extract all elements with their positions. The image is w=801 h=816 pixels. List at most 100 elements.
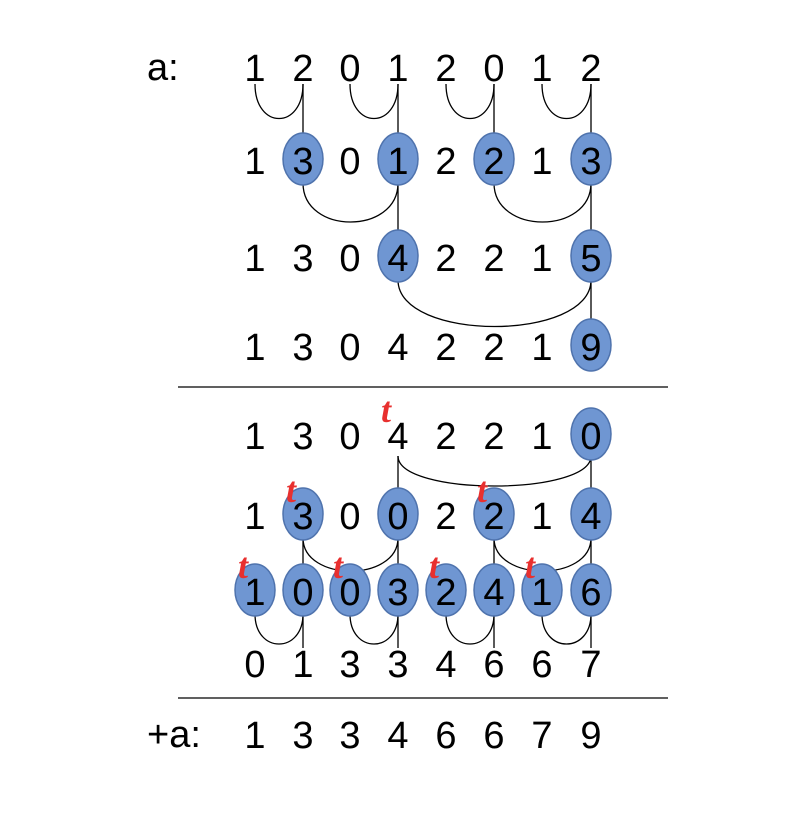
down-row-3-digit-5: 4 (483, 572, 504, 614)
down-row-3-digit-7: 6 (580, 572, 601, 614)
down-row-2-highlight-3 (377, 487, 419, 541)
up-arc-level1-0 (254, 83, 304, 120)
down-row-1-digit-0: 1 (244, 416, 265, 458)
up-row-4-digit-0: 1 (244, 327, 265, 369)
up-row-2-digit-2: 0 (339, 141, 360, 183)
down-row-3-highlight-4 (425, 563, 467, 617)
down-row-2-highlight-7 (570, 487, 612, 541)
up-row-2-highlight-3 (377, 132, 419, 186)
down-row-2-highlight-1 (282, 487, 324, 541)
up-row-4-digit-2: 0 (339, 327, 360, 369)
down-row-1-digit-2: 0 (339, 416, 360, 458)
down-row-3-highlight-2 (329, 563, 371, 617)
down-row-2-digit-2: 0 (339, 496, 360, 538)
up-row-3-digit-1: 3 (292, 238, 313, 280)
down-row-1-digit-6: 1 (531, 416, 552, 458)
down-row-3-t-marker-4: t (429, 546, 440, 586)
down-row-3-digit-0: 1 (244, 572, 265, 614)
up-row-1-digit-3: 1 (387, 48, 408, 90)
down-row-3-digit-1: 0 (292, 572, 313, 614)
up-row-2-highlight-5 (473, 132, 515, 186)
up-arc-level2-0 (302, 182, 399, 223)
up-row-2-digit-6: 1 (531, 141, 552, 183)
up-row-1-digit-4: 2 (435, 48, 456, 90)
down-row-4-digit-2: 3 (339, 644, 360, 686)
up-row-3-highlight-7 (570, 229, 612, 283)
down-row-4-digit-1: 1 (292, 644, 313, 686)
down-row-1-digit-1: 3 (292, 416, 313, 458)
down-row-3-digit-2: 0 (339, 572, 360, 614)
down-row-3-t-marker-6: t (525, 546, 536, 586)
down-arc-level3-1 (349, 613, 399, 645)
up-row-3-digit-7: 5 (580, 238, 601, 280)
result-row-digit-5: 6 (483, 715, 504, 757)
up-row-3-digit-0: 1 (244, 238, 265, 280)
down-row-3-highlight-7 (570, 563, 612, 617)
down-row-3-t-marker-0: t (238, 546, 249, 586)
down-row-4-digit-6: 6 (531, 644, 552, 686)
up-arc-level1-2 (445, 83, 495, 120)
down-row-1-t-marker-3: t (381, 390, 392, 430)
up-row-4-digit-6: 1 (531, 327, 552, 369)
result-row-digit-4: 6 (435, 715, 456, 757)
up-row-4-digit-1: 3 (292, 327, 313, 369)
highlight-layer (234, 132, 612, 617)
up-row-2-highlight-1 (282, 132, 324, 186)
down-row-4-digit-3: 3 (387, 644, 408, 686)
down-row-2-digit-0: 1 (244, 496, 265, 538)
down-row-3-highlight-0 (234, 563, 276, 617)
down-row-2-highlight-5 (473, 487, 515, 541)
down-row-2-digit-1: 3 (292, 496, 313, 538)
up-row-1-digit-1: 2 (292, 48, 313, 90)
result-row-digit-0: 1 (244, 715, 265, 757)
result-row-digit-3: 4 (387, 715, 408, 757)
down-row-2-digit-3: 0 (387, 496, 408, 538)
down-row-3-highlight-5 (473, 563, 515, 617)
down-row-2-digit-7: 4 (580, 496, 601, 538)
up-row-4-digit-5: 2 (483, 327, 504, 369)
result-row-digit-1: 3 (292, 715, 313, 757)
up-arc-level1-1 (349, 83, 399, 120)
up-row-1-digit-7: 2 (580, 48, 601, 90)
up-row-2-highlight-7 (570, 132, 612, 186)
down-row-3-highlight-3 (377, 563, 419, 617)
down-row-3-digit-3: 3 (387, 572, 408, 614)
down-row-4-digit-0: 0 (244, 644, 265, 686)
up-row-1-digit-6: 1 (531, 48, 552, 90)
down-row-3-digit-6: 1 (531, 572, 552, 614)
down-row-1-digit-4: 2 (435, 416, 456, 458)
down-row-4-digit-4: 4 (435, 644, 456, 686)
up-row-1-digit-0: 1 (244, 48, 265, 90)
down-row-3-t-marker-2: t (333, 546, 344, 586)
down-row-4-digit-7: 7 (580, 644, 601, 686)
down-row-2-digit-5: 2 (483, 496, 504, 538)
up-arc-level3-0 (397, 279, 592, 328)
up-arc-level2-1 (493, 182, 592, 223)
up-row-2-digit-1: 3 (292, 141, 313, 183)
up-row-4-digit-7: 9 (580, 327, 601, 369)
up-row-1-digit-2: 0 (339, 48, 360, 90)
up-row-4-digit-3: 4 (387, 327, 408, 369)
up-row-2-digit-5: 2 (483, 141, 504, 183)
digit-layer: 1 2 0 1 2 0 1 21 3 0 1 2 2 1 31 3 0 4 2 2 1 51 3 0 4 2 2 1 91 3 0 4 2 2 1 0… (238, 48, 602, 757)
up-row-1-digit-5: 0 (483, 48, 504, 90)
up-row-3-digit-2: 0 (339, 238, 360, 280)
up-row-4-digit-4: 2 (435, 327, 456, 369)
input-label: a: (147, 47, 179, 89)
result-row-digit-7: 9 (580, 715, 601, 757)
result-label: +a: (147, 714, 201, 756)
down-row-2-t-marker-1: t (286, 470, 297, 510)
up-row-3-digit-6: 1 (531, 238, 552, 280)
down-arc-level3-2 (445, 613, 495, 645)
down-row-1-digit-3: 4 (387, 416, 408, 458)
up-row-3-digit-4: 2 (435, 238, 456, 280)
down-row-4-digit-5: 6 (483, 644, 504, 686)
up-row-2-digit-4: 2 (435, 141, 456, 183)
result-row-digit-2: 3 (339, 715, 360, 757)
down-row-3-highlight-6 (521, 563, 563, 617)
down-row-3-digit-4: 2 (435, 572, 456, 614)
up-row-3-digit-5: 2 (483, 238, 504, 280)
down-row-2-digit-6: 1 (531, 496, 552, 538)
up-row-4-highlight-7 (570, 318, 612, 372)
